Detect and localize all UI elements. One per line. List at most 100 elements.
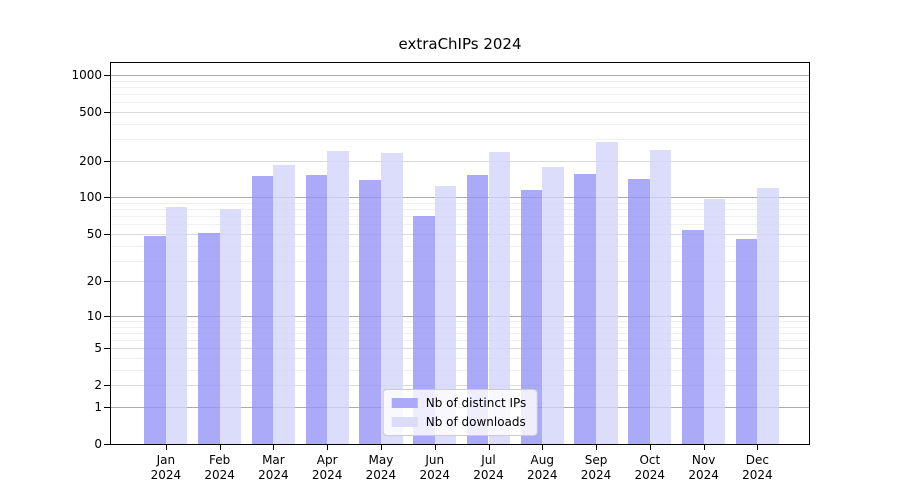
x-tick-label-jan: Jan 2024 (134, 453, 198, 483)
y-tick-label-100: 100 (79, 190, 102, 205)
gridline-2 (111, 385, 809, 387)
x-label-year: 2024 (365, 468, 397, 482)
x-tick-label-nov: Nov 2024 (672, 453, 736, 483)
bar-feb-ips (198, 232, 220, 444)
gridline-30 (111, 260, 809, 262)
x-label-year: 2024 (150, 468, 182, 482)
y-tick-label-50: 50 (86, 226, 102, 241)
bar-jan-ips (144, 236, 166, 444)
y-tick-label-200: 200 (79, 153, 102, 168)
bar-oct-downloads (649, 149, 672, 444)
x-label-month: Sep (584, 453, 608, 467)
x-label-month: Mar (262, 453, 285, 467)
y-tick-0 (104, 444, 110, 445)
legend-label-ips: Nb of distinct IPs (425, 396, 527, 410)
x-label-month: May (368, 453, 394, 467)
x-tick-jun (434, 445, 436, 450)
gridline-9 (111, 320, 809, 322)
x-tick-label-mar: Mar 2024 (241, 453, 305, 483)
x-tick-label-feb: Feb 2024 (188, 453, 252, 483)
gridline-500 (111, 111, 809, 113)
bar-jul-ips (466, 175, 489, 444)
gridline-3 (111, 369, 809, 371)
legend-row-downloads: Nb of downloads (391, 415, 527, 429)
gridline-4 (111, 358, 809, 360)
x-tick-mar (273, 445, 275, 450)
x-tick-sep (596, 445, 598, 450)
x-tick-label-jul: Jul 2024 (457, 453, 521, 483)
gridline-700 (111, 93, 809, 95)
y-tick-label-5: 5 (94, 341, 102, 356)
bar-feb-downloads (219, 209, 242, 444)
gridline-8 (111, 326, 809, 328)
y-tick-label-500: 500 (79, 104, 102, 119)
gridline-900 (111, 80, 809, 82)
x-label-year: 2024 (419, 468, 450, 482)
bar-sep-downloads (596, 142, 618, 444)
x-tick-apr (327, 445, 329, 450)
gridline-100 (111, 197, 809, 199)
x-tick-aug (542, 445, 544, 450)
x-tick-label-apr: Apr 2024 (295, 453, 359, 483)
gridline-10 (111, 315, 809, 317)
x-label-month: Apr (316, 453, 338, 467)
gridline-6 (111, 340, 809, 342)
y-tick-label-2: 2 (94, 378, 102, 393)
x-label-year: 2024 (580, 468, 612, 482)
x-tick-label-oct: Oct 2024 (618, 453, 682, 483)
gridline-800 (111, 86, 809, 88)
gridline-5 (111, 348, 809, 350)
y-tick-label-10: 10 (86, 308, 102, 323)
bar-sep-ips (574, 174, 597, 444)
bar-mar-downloads (273, 164, 295, 444)
bar-nov-ips (682, 229, 704, 444)
bar-may-downloads (380, 152, 403, 444)
y-tick-50 (104, 233, 110, 235)
bar-jul-downloads (488, 151, 511, 444)
bar-jun-downloads (434, 186, 457, 444)
x-label-month: Oct (639, 453, 661, 467)
y-tick-10 (104, 315, 110, 317)
x-label-year: 2024 (311, 468, 343, 482)
bar-may-ips (359, 180, 381, 444)
gridline-7 (111, 332, 809, 334)
x-tick-label-aug: Aug 2024 (510, 453, 574, 483)
x-tick-oct (649, 445, 651, 450)
y-tick-5 (104, 348, 110, 350)
x-label-month: Jun (425, 453, 445, 467)
gridline-70 (111, 216, 809, 218)
legend-row-ips: Nb of distinct IPs (391, 396, 527, 410)
plot-area: Nb of distinct IPs Nb of downloads (110, 62, 810, 445)
x-label-month: Nov (691, 453, 716, 467)
bar-dec-downloads (757, 187, 779, 444)
x-tick-label-dec: Dec 2024 (725, 453, 789, 483)
bar-mar-ips (251, 176, 274, 444)
x-tick-jan (165, 445, 167, 450)
y-tick-200 (104, 160, 110, 162)
chart-title: extraChIPs 2024 (398, 35, 522, 53)
bar-nov-downloads (703, 198, 726, 444)
x-label-month: Dec (745, 453, 769, 467)
gridline-300 (111, 139, 809, 141)
gridline-600 (111, 102, 809, 104)
gridline-400 (111, 123, 809, 125)
gridline-90 (111, 203, 809, 204)
gridline-50 (111, 233, 809, 235)
x-label-year: 2024 (742, 468, 773, 482)
x-label-month: Feb (209, 453, 231, 467)
y-tick-1000 (104, 74, 110, 76)
x-label-month: Jul (481, 453, 496, 467)
y-tick-label-1: 1 (94, 399, 102, 414)
x-label-year: 2024 (258, 468, 289, 482)
gridline-1000 (111, 74, 809, 76)
x-tick-dec (757, 445, 759, 450)
bar-jun-ips (413, 215, 435, 444)
x-tick-nov (703, 445, 705, 450)
y-tick-1 (104, 406, 110, 408)
x-tick-label-jun: Jun 2024 (403, 453, 467, 483)
y-tick-label-1000: 1000 (71, 67, 102, 82)
x-tick-may (380, 445, 382, 450)
x-tick-label-sep: Sep 2024 (564, 453, 628, 483)
bar-apr-ips (305, 174, 328, 444)
y-tick-20 (104, 281, 110, 283)
